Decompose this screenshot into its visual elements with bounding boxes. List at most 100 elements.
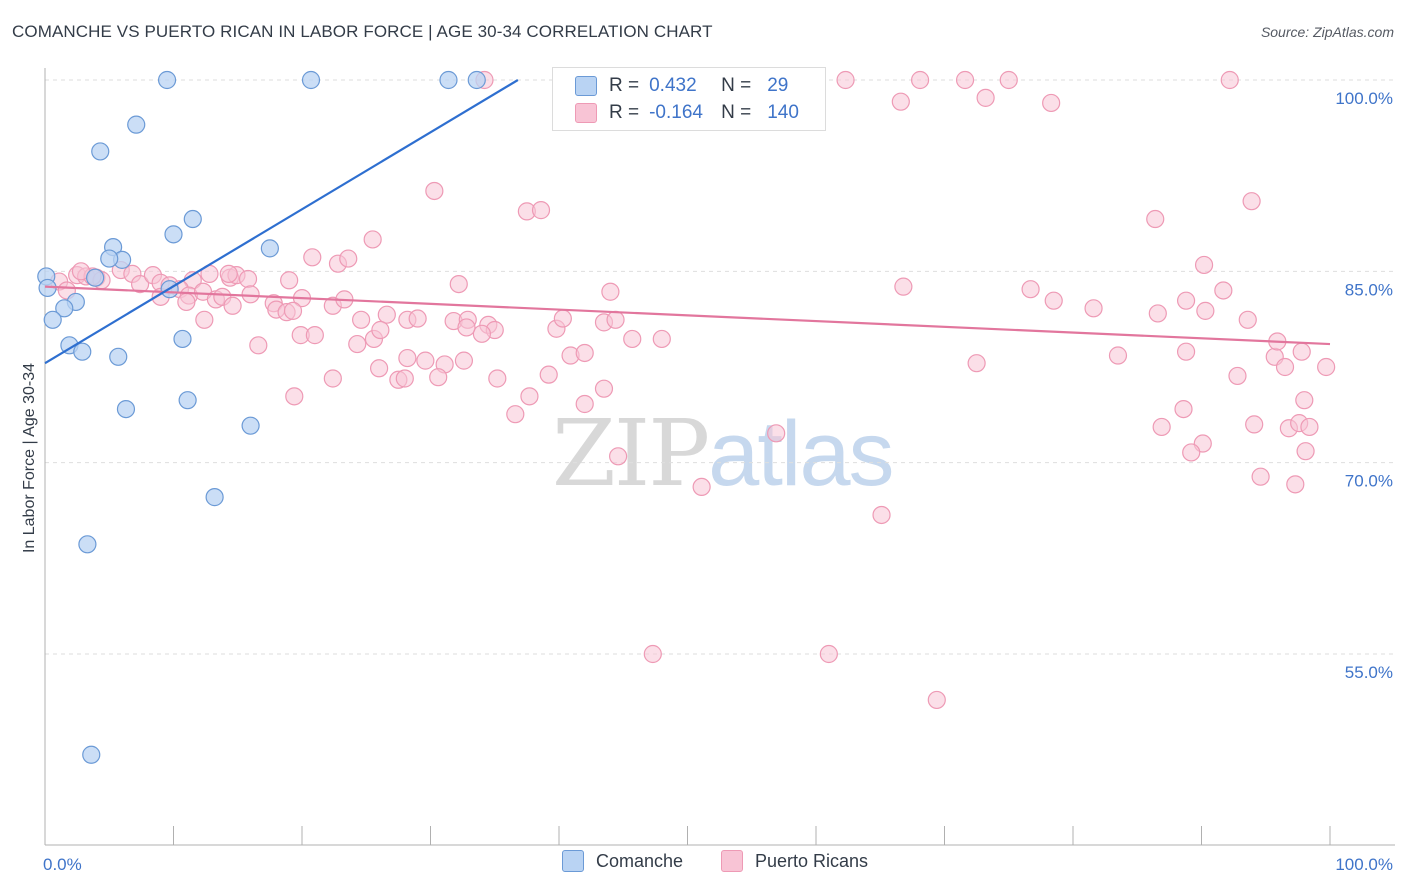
puerto-rican-point xyxy=(454,351,474,370)
puerto-rican-point xyxy=(488,369,507,388)
legend-r-label: R = xyxy=(609,102,640,123)
puerto-rican-point xyxy=(249,336,268,355)
puerto-rican-point xyxy=(967,354,986,373)
comanche-point xyxy=(301,70,321,90)
puerto-rican-point xyxy=(692,477,711,497)
puerto-rican-point xyxy=(416,351,435,370)
watermark-zip: ZIP xyxy=(552,400,710,507)
puerto-rican-point xyxy=(1214,281,1233,300)
puerto-rican-point xyxy=(1174,399,1193,419)
comanche-point xyxy=(116,399,136,419)
legend-item-puerto-ricans[interactable]: Puerto Ricans xyxy=(721,850,868,872)
y-tick-label: 85.0% xyxy=(1345,280,1393,299)
puerto-rican-point xyxy=(1295,391,1314,410)
puerto-rican-point xyxy=(539,365,558,384)
puerto-rican-point xyxy=(395,369,414,388)
trend-lines xyxy=(44,79,1331,365)
legend-item-comanche[interactable]: Comanche xyxy=(562,850,683,872)
puerto-rican-point xyxy=(1084,299,1103,318)
puerto-rican-point xyxy=(1238,310,1257,329)
legend-n-value: 140 xyxy=(767,102,799,123)
puerto-rican-point xyxy=(1182,443,1201,462)
puerto-rican-point xyxy=(348,334,367,354)
tick-labels: 100.0% 85.0% 70.0% 55.0% 0.0% 100.0% xyxy=(43,89,1393,874)
puerto-rican-point xyxy=(219,264,238,283)
puerto-rican-point xyxy=(1021,280,1040,299)
puerto-rican-point xyxy=(1152,417,1171,437)
comanche-point xyxy=(78,535,97,554)
puerto-rican-point xyxy=(377,305,396,324)
puerto-rican-point xyxy=(1300,417,1319,437)
comanche-swatch xyxy=(575,76,597,96)
puerto-rican-point xyxy=(352,310,371,329)
puerto-rican-point xyxy=(910,70,930,90)
puerto-rican-point xyxy=(1044,291,1063,310)
puerto-rican-point xyxy=(398,348,417,368)
comanche-legend-swatch xyxy=(562,850,584,872)
puerto-rican-point xyxy=(836,70,855,90)
puerto-rican-point xyxy=(1292,342,1311,361)
puerto-rican-point xyxy=(872,505,891,525)
comanche-point xyxy=(86,268,105,287)
legend-n-label: N = xyxy=(721,102,752,123)
puerto-rican-point xyxy=(1194,255,1214,275)
puerto-rican-point xyxy=(283,301,303,320)
legend-r-value: 0.432 xyxy=(649,75,697,96)
x-tick-label: 100.0% xyxy=(1335,855,1393,874)
comanche-trend-line xyxy=(44,79,519,365)
puerto-rican-point xyxy=(819,644,838,664)
puerto-rican-point xyxy=(891,92,910,111)
comanche-point xyxy=(82,745,101,764)
puerto-rican-point xyxy=(1176,291,1196,310)
puerto-rican-point xyxy=(1242,192,1261,211)
puerto-rican-point xyxy=(767,424,786,443)
puerto-rican-point xyxy=(1220,70,1239,90)
puerto-rican-point xyxy=(238,269,258,289)
comanche-point xyxy=(127,115,146,134)
comanche-point xyxy=(55,299,74,318)
puerto-rican-point xyxy=(339,249,358,268)
comanche-point xyxy=(241,416,260,435)
puerto-rican-point xyxy=(285,387,304,406)
puerto-rican-point xyxy=(553,309,572,328)
comanche-point xyxy=(178,391,197,410)
puerto-rican-point xyxy=(370,359,389,378)
puerto-ricans-legend-swatch xyxy=(721,850,743,872)
puerto-rican-point xyxy=(643,644,662,664)
puerto-rican-point xyxy=(1146,209,1165,229)
grid-lines xyxy=(45,79,1395,655)
puerto-rican-point xyxy=(955,70,975,90)
comanche-legend-label: Comanche xyxy=(596,850,684,871)
puerto-rican-point xyxy=(1108,346,1128,365)
legend-n-value: 29 xyxy=(767,75,789,96)
comanche-point xyxy=(183,209,202,229)
puerto-rican-point xyxy=(449,274,468,294)
stats-legend: R = 0.432 N = 29 R = -0.164 N = 140 xyxy=(552,67,826,131)
puerto-rican-point xyxy=(520,387,539,406)
puerto-rican-point xyxy=(280,271,299,290)
legend-r-label: R = xyxy=(609,75,640,96)
puerto-rican-point xyxy=(363,230,382,249)
y-tick-label: 55.0% xyxy=(1345,663,1393,682)
comanche-point xyxy=(109,347,128,366)
comanche-point xyxy=(173,329,192,349)
puerto-ricans-points xyxy=(50,70,1336,710)
chart-title: COMANCHE VS PUERTO RICAN IN LABOR FORCE … xyxy=(12,22,713,41)
puerto-rican-point xyxy=(575,343,594,363)
legend-n-label: N = xyxy=(721,75,752,96)
puerto-rican-point xyxy=(1148,304,1167,323)
y-tick-label: 100.0% xyxy=(1335,89,1393,108)
comanche-point xyxy=(157,70,177,90)
puerto-rican-point xyxy=(531,201,551,220)
comanche-point xyxy=(205,488,224,507)
axes xyxy=(44,68,1395,846)
puerto-rican-point xyxy=(601,282,620,301)
puerto-ricans-trend-line xyxy=(44,285,1331,346)
puerto-rican-point xyxy=(1286,475,1305,494)
comanche-point xyxy=(164,225,183,244)
legend-row-puerto-ricans: R = -0.164 N = 140 xyxy=(575,101,799,125)
puerto-rican-point xyxy=(623,329,642,349)
comanche-point xyxy=(467,70,486,90)
puerto-rican-point xyxy=(594,379,614,398)
